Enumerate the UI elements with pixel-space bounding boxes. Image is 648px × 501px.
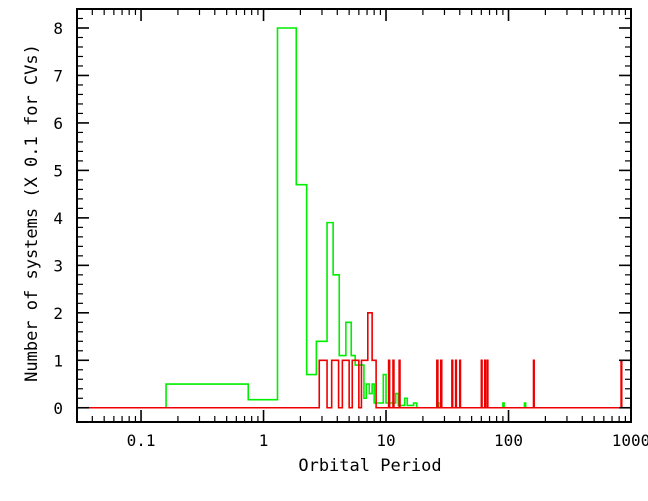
y-tick-label: 8	[53, 19, 63, 38]
label-layer: 0.1 1 10 100 1000 0 1 2 3 4 5 6 7 8	[53, 19, 648, 450]
y-axis-title: Number of systems (X 0.1 for CVs)	[22, 44, 42, 382]
x-tick-label: 1000	[612, 431, 648, 450]
y-tick-label: 5	[53, 161, 63, 180]
y-tick-label: 2	[53, 304, 63, 323]
x-tick-label: 100	[494, 431, 523, 450]
tick-layer	[77, 9, 632, 422]
y-tick-label: 4	[53, 209, 63, 228]
y-tick-label: 1	[53, 351, 63, 370]
series-line-1	[165, 27, 527, 409]
x-tick-label: 10	[376, 431, 395, 450]
series-layer	[77, 27, 626, 409]
y-tick-label: 0	[53, 399, 63, 418]
plot-frame	[76, 8, 632, 423]
y-tick-label: 3	[53, 256, 63, 275]
x-tick-label: 0.1	[127, 431, 156, 450]
y-tick-label: 7	[53, 66, 63, 85]
y-tick-label: 6	[53, 114, 63, 133]
x-tick-label: 1	[259, 431, 269, 450]
series-line-2	[77, 312, 626, 409]
x-axis-title: Orbital Period	[298, 456, 441, 476]
